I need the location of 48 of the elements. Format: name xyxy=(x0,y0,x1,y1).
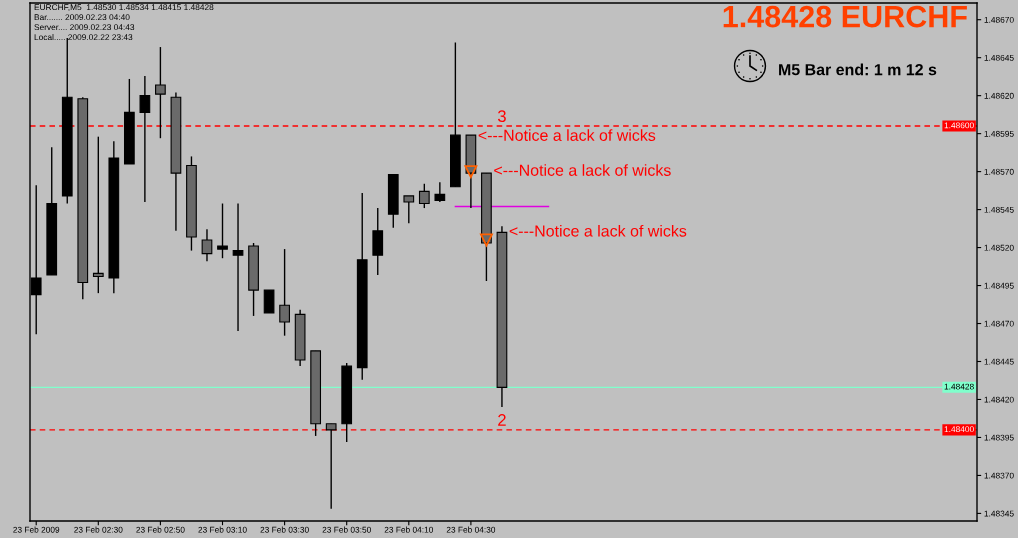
annotation: 2 xyxy=(498,414,506,426)
x-tick-label: 23 Feb 04:30 xyxy=(446,526,496,533)
y-tick-label: 1.48470 xyxy=(984,320,1014,327)
annotation: 1.48428 EURCHF xyxy=(723,5,967,28)
y-tick-label: 1.48370 xyxy=(984,472,1014,479)
annotation: Local..... 2009.02.22 23:43 xyxy=(34,34,133,41)
y-tick-label: 1.48670 xyxy=(984,16,1014,23)
y-tick-label: 1.48545 xyxy=(984,206,1014,213)
y-tick-label: 1.48420 xyxy=(984,396,1014,403)
y-tick-label: 1.48595 xyxy=(984,130,1014,137)
candlestick xyxy=(232,202,244,332)
candlestick xyxy=(325,423,337,510)
y-tick-label: 1.48345 xyxy=(984,510,1014,517)
candlestick xyxy=(139,75,151,203)
x-tick-label: 23 Feb 2009 xyxy=(13,526,60,533)
candlestick xyxy=(263,289,275,314)
candlestick xyxy=(155,46,166,139)
annotation: Bar....... 2009.02.23 04:40 xyxy=(34,14,130,21)
candlestick xyxy=(217,202,228,259)
candlestick xyxy=(403,195,415,224)
ref-line-label: 1.48600 xyxy=(944,122,974,129)
candlestick xyxy=(279,248,290,337)
candlestick xyxy=(418,183,430,209)
candlestick xyxy=(434,181,446,203)
x-tick-label: 23 Feb 03:30 xyxy=(260,526,309,533)
x-tick-label: 23 Feb 03:10 xyxy=(198,526,247,533)
annotation: Server.... 2009.02.23 04:43 xyxy=(34,24,135,31)
x-tick-label: 23 Feb 04:10 xyxy=(384,526,434,533)
ref-line-label: 1.48428 xyxy=(944,383,974,390)
chart-title: EURCHF,M5 1.48530 1.48534 1.48415 1.48428 xyxy=(34,4,214,12)
y-tick-label: 1.48495 xyxy=(984,282,1014,289)
candlestick xyxy=(201,228,213,262)
y-tick-label: 1.48520 xyxy=(984,244,1014,251)
y-tick-label: 1.48395 xyxy=(984,434,1014,441)
ref-line-label: 1.48400 xyxy=(944,426,974,433)
candlestick xyxy=(92,135,104,294)
y-tick-label: 1.48645 xyxy=(984,54,1014,61)
x-tick-label: 23 Feb 03:50 xyxy=(322,526,371,533)
annotation: M5 Bar end: 1 m 12 s xyxy=(779,63,937,76)
y-tick-label: 1.48620 xyxy=(984,92,1014,99)
y-tick-label: 1.48570 xyxy=(984,168,1014,175)
x-tick-label: 23 Feb 02:50 xyxy=(136,526,185,533)
x-tick-label: 23 Feb 02:30 xyxy=(74,526,123,533)
y-tick-label: 1.48445 xyxy=(984,358,1014,365)
annotation: <---Notice a lack of wicks xyxy=(509,224,687,237)
annotation: <---Notice a lack of wicks xyxy=(494,164,671,176)
annotation: 3 xyxy=(497,110,506,123)
annotation: <---Notice a lack of wicks xyxy=(478,129,656,141)
